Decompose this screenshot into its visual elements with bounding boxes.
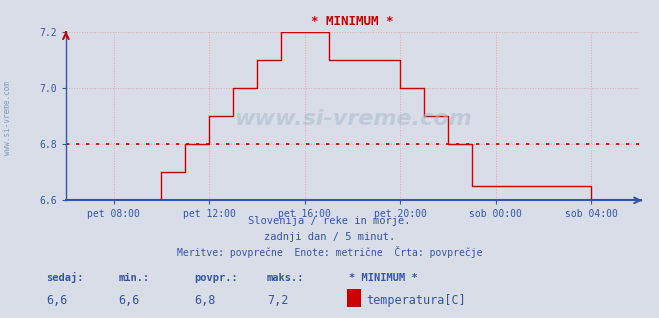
Text: * MINIMUM *: * MINIMUM *	[349, 273, 418, 283]
Text: zadnji dan / 5 minut.: zadnji dan / 5 minut.	[264, 232, 395, 242]
Text: maks.:: maks.:	[267, 273, 304, 283]
Text: 6,8: 6,8	[194, 294, 215, 307]
Text: Slovenija / reke in morje.: Slovenija / reke in morje.	[248, 216, 411, 226]
Text: Meritve: povprečne  Enote: metrične  Črta: povprečje: Meritve: povprečne Enote: metrične Črta:…	[177, 246, 482, 258]
Text: www.si-vreme.com: www.si-vreme.com	[234, 109, 471, 129]
Title: * MINIMUM *: * MINIMUM *	[311, 15, 394, 28]
Text: 7,2: 7,2	[267, 294, 288, 307]
Text: sedaj:: sedaj:	[46, 273, 84, 283]
Text: povpr.:: povpr.:	[194, 273, 238, 283]
Text: min.:: min.:	[119, 273, 150, 283]
Text: www.si-vreme.com: www.si-vreme.com	[3, 81, 13, 155]
Text: 6,6: 6,6	[119, 294, 140, 307]
Text: temperatura[C]: temperatura[C]	[366, 294, 465, 307]
Text: 6,6: 6,6	[46, 294, 67, 307]
